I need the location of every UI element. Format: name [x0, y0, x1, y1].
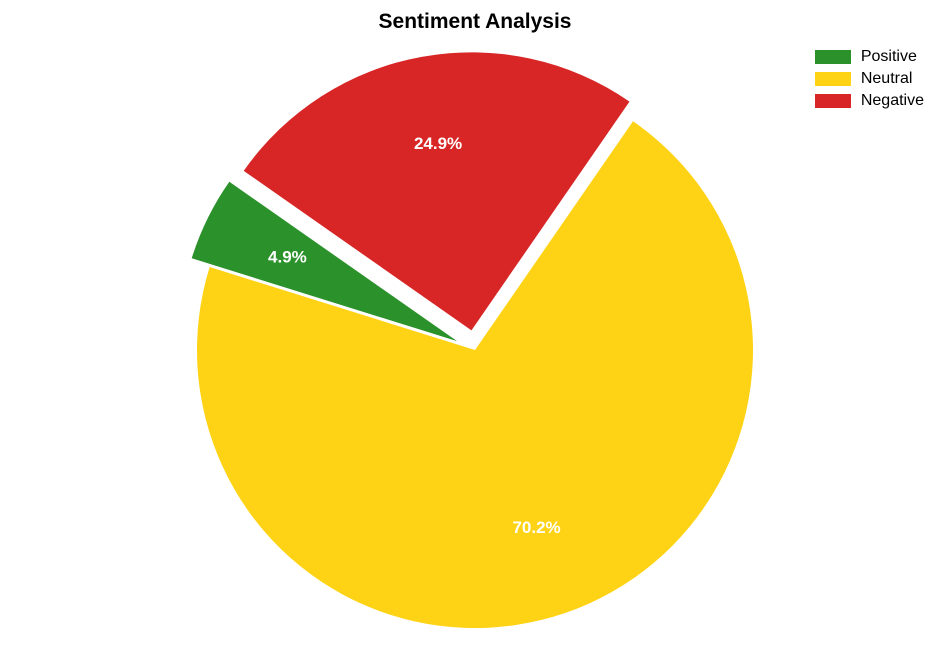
legend-swatch	[815, 94, 851, 108]
legend-label: Negative	[861, 92, 924, 110]
chart-container: Sentiment Analysis 24.9% 70.2% 4.9% Positi…	[0, 0, 950, 662]
legend-item: Negative	[815, 92, 924, 110]
legend-label: Positive	[861, 48, 917, 66]
slice-label-neutral: 70.2%	[512, 518, 560, 537]
legend-item: Neutral	[815, 70, 924, 88]
legend: Positive Neutral Negative	[815, 48, 924, 114]
legend-label: Neutral	[861, 70, 913, 88]
pie-chart: 24.9% 70.2% 4.9%	[125, 50, 825, 650]
legend-item: Positive	[815, 48, 924, 66]
slice-label-negative: 24.9%	[414, 134, 462, 153]
legend-swatch	[815, 50, 851, 64]
chart-title: Sentiment Analysis	[379, 10, 572, 34]
legend-swatch	[815, 72, 851, 86]
slice-label-positive: 4.9%	[268, 247, 307, 266]
